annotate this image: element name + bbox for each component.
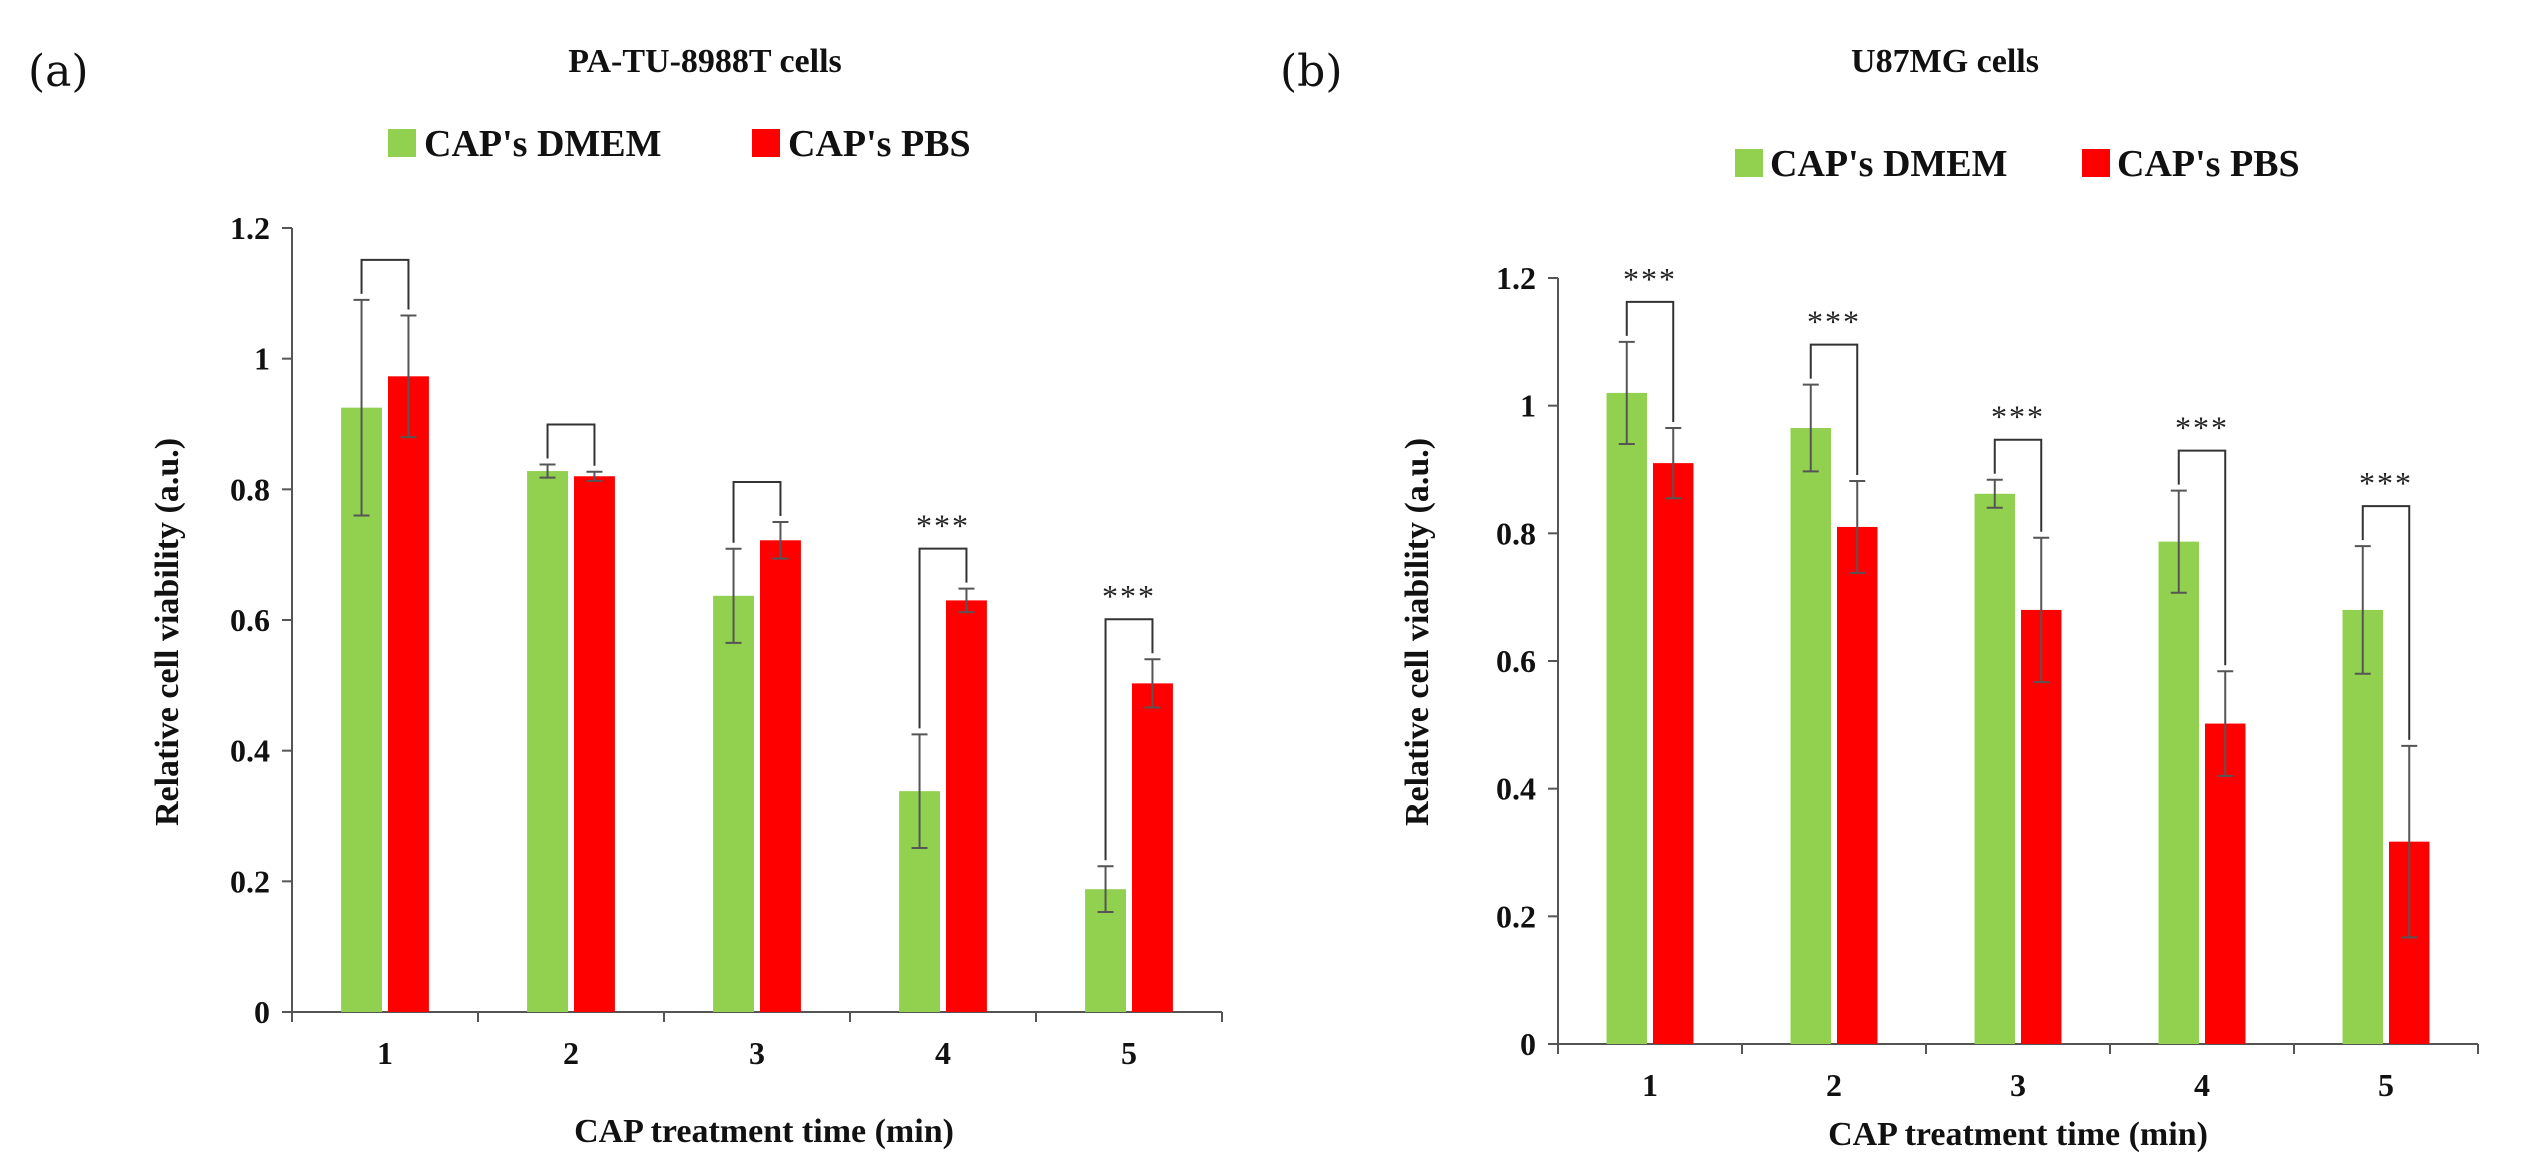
panel-b-significance-label: *** — [1807, 304, 1861, 340]
panel-a-legend-swatch-dmem — [388, 129, 416, 157]
panel-a-significance-bracket — [360, 258, 410, 310]
panel-b-bar-dmem — [1974, 493, 2015, 1044]
panel-a-x-tick-label: 4 — [935, 1035, 951, 1071]
panel-b-bar-dmem — [1606, 392, 1647, 1044]
panel-b-significance-label: *** — [2359, 465, 2413, 501]
panel-b-significance-label: *** — [1623, 261, 1677, 297]
panel-b-significance-label: *** — [1991, 399, 2045, 435]
panel-a-plot: 0 0.2 0.4 0.6 0.8 1 1.2 1 2 3 4 *** 5 *** — [230, 210, 1223, 1071]
panel-b-legend-label-dmem: CAP's DMEM — [1770, 143, 2007, 185]
panel-b-label: (b) — [1280, 46, 1343, 97]
panel-a-significance-bracket — [918, 547, 968, 729]
panel-b-x-tick-label: 2 — [1826, 1067, 1842, 1103]
panel-a-y-tick-label: 0.8 — [230, 471, 270, 507]
panel-b-significance-bracket — [2361, 505, 2411, 740]
panel-b-y-tick-label: 1 — [1520, 388, 1536, 424]
panel-a-y-tick-label: 0.4 — [230, 733, 270, 769]
panel-b-bar-dmem — [2158, 541, 2199, 1044]
panel-b-y-tick-label: 0 — [1520, 1026, 1536, 1062]
panel-b-bar-dmem — [2342, 609, 2383, 1044]
panel-b-significance-bracket — [2177, 449, 2227, 666]
panel-a-significance-bracket — [1104, 618, 1154, 861]
panel-b-y-tick-label: 0.2 — [1496, 898, 1536, 934]
panel-a-bar-dmem — [527, 471, 568, 1012]
panel-b-legend-label-pbs: CAP's PBS — [2117, 143, 2300, 185]
panel-a-significance-bracket — [546, 423, 596, 466]
panel-b-y-tick-label: 0.6 — [1496, 643, 1536, 679]
panel-a-bar-pbs — [1132, 683, 1173, 1012]
panel-a-significance-bracket — [732, 481, 782, 543]
panel-b-legend: CAP's DMEM CAP's PBS — [1735, 143, 2300, 185]
panel-a-bar-pbs — [946, 600, 987, 1012]
panel-a-bar-pbs — [388, 376, 429, 1013]
panel-b-bar-pbs — [1837, 526, 1878, 1044]
panel-a-significance-label: *** — [916, 508, 970, 544]
panel-b-bar-pbs — [1653, 463, 1694, 1044]
panel-b-xlabel: CAP treatment time (min) — [1828, 1116, 2208, 1153]
panel-a-significance-label: *** — [1102, 578, 1156, 614]
panel-b-title: U87MG cells — [1851, 43, 2039, 80]
panel-a-x-tick-label: 1 — [377, 1035, 393, 1071]
panel-a: (a) PA-TU-8988T cells CAP's DMEM CAP's P… — [28, 43, 1223, 1150]
panel-b-ylabel: Relative cell viability (a.u.) — [1399, 438, 1436, 826]
panel-b-y-tick-label: 0.4 — [1496, 771, 1536, 807]
panel-a-x-tick-label: 3 — [749, 1035, 765, 1071]
panel-b-plot: 0 0.2 0.4 0.6 0.8 1 1.2 1 *** 2 *** 3 *** 4 *** 5 *** — [1496, 260, 2479, 1103]
panel-a-legend-label-dmem: CAP's DMEM — [424, 123, 661, 165]
panel-b-x-tick-label: 1 — [1642, 1067, 1658, 1103]
panel-b-significance-bracket — [1809, 343, 1859, 475]
panel-a-x-tick-label: 2 — [563, 1035, 579, 1071]
panel-a-y-tick-label: 1.2 — [230, 210, 270, 246]
panel-b-significance-bracket — [1625, 300, 1675, 423]
panel-a-y-tick-label: 1 — [254, 341, 270, 377]
panel-a-legend-label-pbs: CAP's PBS — [788, 123, 971, 165]
panel-b-y-tick-label: 1.2 — [1496, 260, 1536, 296]
panel-a-y-tick-label: 0.2 — [230, 863, 270, 899]
panel-a-y-tick-label: 0 — [254, 994, 270, 1030]
panel-b-significance-label: *** — [2175, 410, 2229, 446]
panel-b-bar-dmem — [1790, 428, 1831, 1045]
panel-b-legend-swatch-pbs — [2082, 149, 2110, 177]
panel-a-ylabel: Relative cell viability (a.u.) — [149, 438, 186, 826]
panel-b-x-tick-label: 5 — [2378, 1067, 2394, 1103]
panel-a-y-tick-label: 0.6 — [230, 602, 270, 638]
panel-a-label: (a) — [28, 46, 89, 97]
panel-a-x-tick-label: 5 — [1121, 1035, 1137, 1071]
panel-a-legend: CAP's DMEM CAP's PBS — [388, 123, 971, 165]
panel-a-bar-dmem — [713, 595, 754, 1012]
panel-b-x-tick-label: 3 — [2010, 1067, 2026, 1103]
panel-b-x-tick-label: 4 — [2194, 1067, 2210, 1103]
panel-b-significance-bracket — [1993, 438, 2043, 532]
panel-b-legend-swatch-dmem — [1735, 149, 1763, 177]
panel-a-title: PA-TU-8988T cells — [568, 43, 842, 80]
panel-a-bar-pbs — [574, 476, 615, 1012]
panel-a-xlabel: CAP treatment time (min) — [574, 1113, 954, 1150]
panel-b: (b) U87MG cells CAP's DMEM CAP's PBS CAP… — [1280, 43, 2479, 1153]
panel-b-bar-pbs — [2205, 723, 2246, 1044]
panel-a-bar-pbs — [760, 540, 801, 1012]
panel-b-y-tick-label: 0.8 — [1496, 515, 1536, 551]
panel-a-legend-swatch-pbs — [752, 129, 780, 157]
